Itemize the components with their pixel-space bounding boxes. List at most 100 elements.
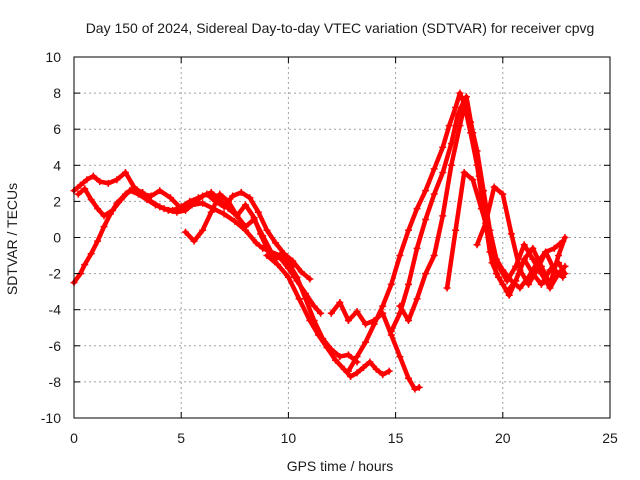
data-point bbox=[94, 205, 102, 213]
data-point bbox=[486, 234, 494, 241]
series-line bbox=[264, 253, 392, 379]
data-point bbox=[186, 197, 194, 205]
data-point bbox=[396, 302, 404, 310]
y-tick-label: 4 bbox=[53, 157, 61, 173]
data-point bbox=[177, 203, 185, 211]
data-point bbox=[263, 252, 271, 260]
data-point bbox=[366, 358, 374, 366]
data-point bbox=[250, 215, 258, 223]
data-point bbox=[353, 369, 361, 377]
data-point bbox=[242, 223, 250, 231]
data-point bbox=[344, 317, 352, 325]
data-point bbox=[229, 192, 237, 200]
data-point bbox=[404, 226, 412, 234]
data-point bbox=[237, 188, 245, 196]
y-axis-label: SDTVAR / TECUs bbox=[4, 183, 20, 295]
data-point bbox=[199, 226, 207, 234]
data-point bbox=[263, 226, 271, 234]
data-point bbox=[220, 203, 228, 211]
data-point bbox=[83, 176, 91, 184]
data-point bbox=[81, 185, 89, 193]
data-point bbox=[512, 277, 520, 285]
data-point bbox=[199, 199, 207, 207]
data-point bbox=[537, 270, 545, 278]
data-point bbox=[89, 172, 97, 180]
data-point bbox=[314, 331, 322, 339]
data-point bbox=[104, 179, 112, 187]
y-tick-label: 2 bbox=[53, 193, 61, 209]
data-point bbox=[194, 194, 202, 202]
data-point bbox=[533, 266, 541, 274]
data-point bbox=[306, 275, 314, 283]
data-point bbox=[76, 181, 84, 189]
data-point bbox=[499, 190, 507, 198]
data-point bbox=[267, 248, 275, 256]
data-point bbox=[503, 277, 511, 285]
data-point bbox=[340, 365, 348, 373]
series-arc-5 bbox=[263, 252, 393, 380]
data-point bbox=[415, 383, 423, 391]
data-point bbox=[96, 178, 104, 186]
data-point bbox=[113, 176, 121, 184]
x-tick-label: 20 bbox=[495, 430, 511, 446]
data-point bbox=[181, 206, 189, 214]
data-point bbox=[520, 241, 528, 249]
data-point bbox=[445, 122, 453, 130]
y-tick-label: 10 bbox=[45, 49, 61, 65]
data-point bbox=[505, 291, 513, 299]
data-point bbox=[259, 232, 267, 240]
data-point bbox=[280, 250, 288, 258]
data-point bbox=[443, 284, 451, 292]
data-point bbox=[387, 280, 395, 288]
data-point bbox=[460, 169, 468, 177]
data-point bbox=[546, 284, 554, 292]
data-point bbox=[452, 226, 460, 234]
data-point bbox=[372, 365, 380, 373]
data-point bbox=[439, 212, 447, 220]
data-point bbox=[430, 190, 438, 198]
data-point bbox=[332, 356, 340, 364]
data-point bbox=[561, 234, 569, 241]
data-point bbox=[447, 140, 455, 148]
data-point bbox=[561, 270, 569, 278]
data-point bbox=[169, 206, 177, 214]
data-point bbox=[404, 280, 412, 288]
data-point bbox=[353, 308, 361, 316]
series-arc-3 bbox=[74, 185, 314, 283]
data-point bbox=[488, 259, 496, 267]
data-point bbox=[207, 188, 215, 196]
data-point bbox=[156, 187, 164, 195]
y-tick-label: -4 bbox=[49, 302, 62, 318]
data-point bbox=[87, 196, 95, 204]
data-point bbox=[413, 205, 421, 213]
series-line bbox=[397, 94, 568, 323]
data-point bbox=[207, 208, 215, 216]
data-point bbox=[220, 210, 228, 218]
data-point bbox=[274, 261, 282, 269]
x-axis-label: GPS time / hours bbox=[287, 458, 394, 474]
x-tick-label: 10 bbox=[281, 430, 297, 446]
x-tick-label: 5 bbox=[177, 430, 185, 446]
data-point bbox=[439, 143, 447, 151]
data-point bbox=[495, 262, 503, 270]
data-point bbox=[254, 208, 262, 216]
data-point bbox=[482, 219, 490, 227]
data-point bbox=[404, 374, 412, 382]
data-point bbox=[81, 261, 89, 269]
data-point bbox=[231, 217, 239, 225]
data-point bbox=[297, 268, 305, 276]
data-point bbox=[404, 317, 412, 325]
data-point bbox=[126, 187, 134, 195]
data-point bbox=[396, 353, 404, 361]
data-point bbox=[336, 298, 344, 306]
data-point bbox=[327, 309, 335, 317]
axis-ticks: 0 5 10 15 20 25 -10 -8 -6 -4 -2 0 2 4 6 8 10 bbox=[41, 49, 618, 446]
data-point bbox=[550, 244, 558, 252]
data-point bbox=[411, 385, 419, 393]
series-arc-10 bbox=[443, 169, 569, 292]
data-series bbox=[70, 89, 569, 393]
data-point bbox=[473, 241, 481, 249]
data-point bbox=[469, 129, 477, 137]
data-point bbox=[347, 372, 355, 380]
